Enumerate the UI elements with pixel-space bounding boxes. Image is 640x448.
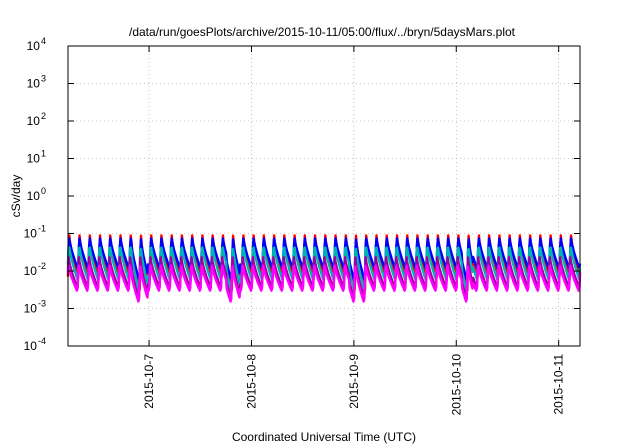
y-tick-label: 10-4 [24,336,46,353]
x-tick-label: 2015-10-8 [244,354,258,409]
x-tick-label: 2015-10-11 [552,354,566,415]
x-axis-label: Coordinated Universal Time (UTC) [232,430,416,444]
y-tick-label-exponent: 1 [41,149,46,159]
y-tick-label-base: 10 [24,264,38,278]
x-tick-label: 2015-10-7 [142,354,156,409]
grid-lines [68,46,580,346]
y-tick-label-exponent: -3 [38,299,46,309]
y-tick-label-exponent: 4 [41,36,46,46]
y-tick-label: 104 [27,36,46,53]
y-tick-label-base: 10 [27,39,41,53]
x-axis: 2015-10-7 2015-10-8 2015-10-9 2015-10-10 201… [142,46,566,415]
y-tick-label: 101 [27,149,46,166]
y-tick-label: 103 [27,74,46,91]
y-tick-label-base: 10 [24,227,38,241]
x-tick-label: 2015-10-10 [449,354,463,416]
x-tick-label: 2015-10-9 [347,354,361,409]
series-line [66,264,582,303]
y-tick-label-exponent: -1 [38,224,46,234]
y-tick-label: 10-2 [24,261,46,278]
y-tick-label-base: 10 [27,77,41,91]
y-tick-label: 100 [27,186,46,203]
y-axis-label: cSv/day [9,175,23,218]
y-tick-label-base: 10 [24,302,38,316]
chart-title: /data/run/goesPlots/archive/2015-10-11/0… [129,25,516,39]
y-tick-label: 10-3 [24,299,46,316]
y-tick-label-exponent: 0 [41,186,46,196]
y-tick-label-base: 10 [27,189,41,203]
y-tick-label: 10-1 [24,224,46,241]
y-tick-label: 102 [27,111,46,128]
series-lines [66,234,582,303]
y-tick-label-exponent: -2 [38,261,46,271]
y-tick-label-exponent: 2 [41,111,46,121]
y-tick-label-exponent: -4 [38,336,46,346]
y-tick-label-base: 10 [27,114,41,128]
y-tick-label-base: 10 [27,152,41,166]
y-tick-label-exponent: 3 [41,74,46,84]
y-tick-label-base: 10 [24,339,38,353]
